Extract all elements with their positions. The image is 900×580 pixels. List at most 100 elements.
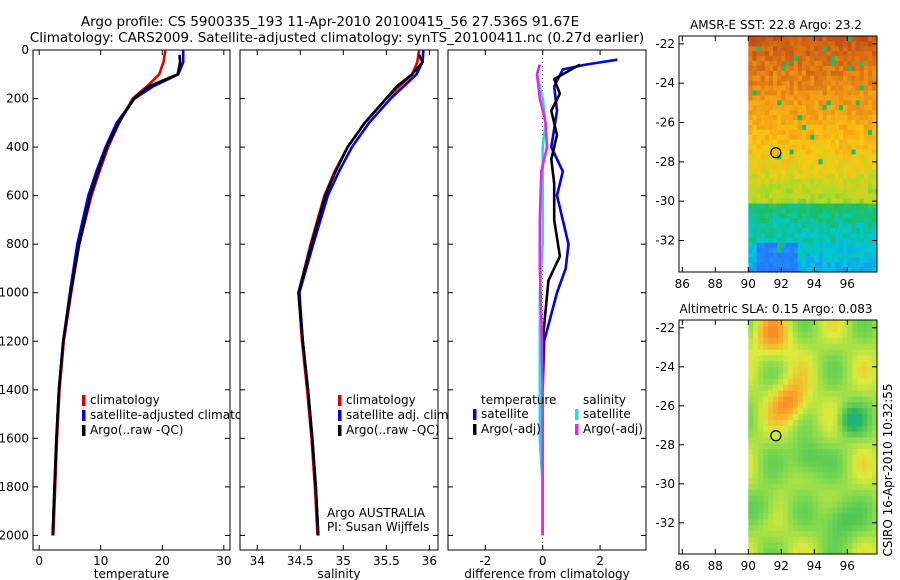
sla_map-heatmap-cell (857, 460, 863, 467)
sst_map-heatmap-cell (818, 99, 823, 106)
sla_map-heatmap-cell (827, 331, 833, 338)
sst_map-heatmap-cell (867, 85, 873, 91)
sla_map-heatmap-cell (753, 442, 759, 450)
sla_map-heatmap-cell (758, 320, 764, 327)
sst_map-heatmap-cell (839, 232, 844, 238)
sst_map-heatmap-cell (839, 237, 844, 243)
sla_map-heatmap-cell (842, 349, 848, 356)
sst_map-heatmap-cell (818, 149, 823, 155)
sst_map-heatmap-cell (797, 55, 803, 61)
sst_map-heatmap-cell (818, 237, 823, 243)
sla_map-heatmap-cell (748, 413, 754, 420)
sst_map-heatmap-cell (847, 129, 852, 135)
sst_map-heatmap-cell (863, 95, 869, 101)
sst_map-heatmap-cell (752, 267, 757, 273)
sst_map-heatmap-cell (814, 193, 819, 199)
sst_map-heatmap-cell (748, 60, 753, 66)
sla_map-heatmap-cell (842, 466, 848, 473)
sla_map-heatmap-cell (857, 548, 863, 555)
sst_map-heatmap-cell (839, 183, 844, 189)
sla_map-heatmap-cell (758, 472, 764, 479)
sst_map-heatmap-cell (806, 109, 811, 116)
sst_map-heatmap-cell (834, 217, 840, 224)
sst_map-heatmap-cell (843, 149, 848, 155)
sla_map-heatmap-cell (852, 320, 858, 327)
sst_map-heatmap-cell (777, 163, 782, 170)
sla_map-heatmap-cell (768, 454, 774, 461)
sst_map-heatmap-cell (785, 75, 790, 81)
sst_map-heatmap-cell (773, 50, 778, 57)
sla_map-heatmap-cell (758, 489, 764, 496)
sst_map-heatmap-cell (793, 227, 799, 234)
sst_map-heatmap-cell (777, 50, 782, 57)
temperature-legend-entry-swatch (82, 425, 86, 436)
sst_map-heatmap-cell (847, 227, 852, 234)
sst_map-heatmap-cell (781, 154, 786, 160)
sla_map-heatmap-cell (778, 518, 784, 526)
figure-title-line2: Climatology: CARS2009. Satellite-adjuste… (30, 30, 644, 46)
sla_map-heatmap-cell (753, 325, 759, 333)
sst_map-heatmap-cell (818, 262, 823, 268)
sst_map-heatmap-cell (748, 252, 753, 258)
sla_map-heatmap-cell (857, 401, 863, 409)
sst_map-heatmap-cell (793, 104, 799, 111)
sst_map-heatmap-cell (789, 50, 795, 57)
sst_map-heatmap-cell (822, 173, 828, 179)
sst_map-heatmap-cell (839, 149, 844, 155)
sst_map-heatmap-cell (855, 124, 861, 130)
sla_map-heatmap-cell (758, 518, 764, 526)
sst_map-heatmap-cell (797, 247, 803, 253)
sla_map-heatmap-cell (748, 472, 754, 479)
sst_map-heatmap-cell (863, 144, 869, 150)
sla_map-heatmap-cell (763, 325, 769, 333)
sst_map-heatmap-cell (793, 50, 799, 57)
sla_map-heatmap-cell (832, 454, 838, 461)
sst_map-heatmap-cell (781, 252, 786, 258)
sst_map-heatmap-cell (863, 217, 869, 224)
sla_map-heatmap-cell (778, 337, 784, 344)
sla_map-heatmap-cell (748, 355, 754, 362)
sla_map-heatmap-cell (782, 425, 789, 432)
sla_map-heatmap-cell (782, 431, 789, 438)
sla_map-heatmap-cell (763, 349, 769, 356)
sla_map-heatmap-cell (817, 518, 823, 526)
sla_map-heatmap-cell (748, 325, 754, 333)
sst_map-heatmap-cell (822, 262, 828, 268)
sla_map-heatmap-cell (773, 477, 779, 485)
sla_map-heatmap-cell (792, 349, 799, 356)
sla_map-heatmap-cell (773, 431, 779, 438)
sst_map-heatmap-cell (814, 114, 819, 120)
sla_map-heatmap-cell (753, 366, 759, 374)
sla_map-heatmap-cell (748, 477, 754, 485)
sst_map-heatmap-cell (801, 50, 807, 57)
sla_map-heatmap-cell (782, 320, 789, 327)
sst_map-heatmap-cell (806, 80, 811, 86)
sst_map-heatmap-cell (851, 114, 856, 120)
sla_map-heatmap-cell (792, 460, 799, 467)
sst_map-heatmap-cell (752, 217, 757, 224)
sst_map-heatmap-cell (801, 158, 807, 165)
sla_map-heatmap-cell (782, 536, 789, 543)
sst_map-heatmap-cell (748, 168, 753, 175)
sst_map-heatmap-cell (768, 60, 774, 66)
sla_map-heatmap-cell (847, 419, 853, 426)
sla_map-heatmap-cell (812, 542, 818, 549)
sla_map-heatmap-cell (867, 518, 873, 526)
sst_map-heatmap-cell (764, 188, 770, 194)
sla_map-heatmap-cell (782, 454, 789, 461)
sla_map-heatmap-cell (847, 331, 853, 338)
sla_map-heatmap-cell (817, 384, 823, 391)
sla_map-heatmap-cell (807, 524, 814, 531)
sst_map-heatmap-cell (797, 80, 803, 86)
sla_map-heatmap-cell (852, 536, 858, 543)
sla_map-heatmap-cell (822, 524, 828, 531)
sst_map-heatmap-cell (863, 158, 869, 165)
sst_map-heatmap-cell (843, 55, 848, 61)
sst_map-heatmap-cell (789, 198, 795, 204)
sst_map-heatmap-cell (756, 95, 762, 101)
sst_map-heatmap-cell (818, 50, 823, 57)
sla_map-heatmap-cell (837, 442, 843, 450)
sla_map-heatmap-cell (817, 360, 823, 368)
sla_map-heatmap-cell (832, 431, 838, 438)
sst_map-heatmap-cell (810, 203, 815, 209)
